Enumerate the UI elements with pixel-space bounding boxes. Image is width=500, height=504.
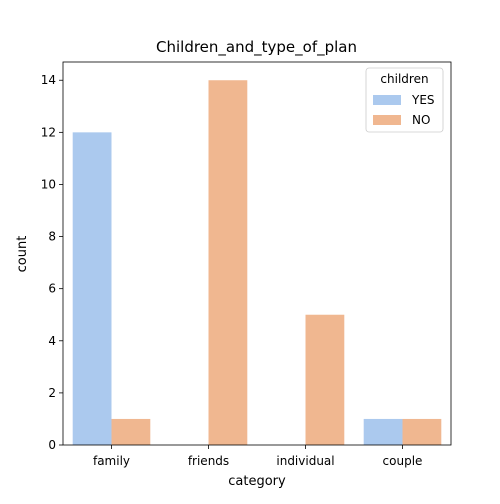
legend-label-yes: YES <box>411 93 435 107</box>
y-tick-label: 6 <box>48 282 56 296</box>
legend: children YES NO <box>365 67 444 133</box>
legend-swatch-yes <box>373 95 401 105</box>
y-tick-label: 2 <box>48 386 56 400</box>
bars-group <box>72 80 442 446</box>
y-tick-label: 0 <box>48 438 56 452</box>
bar-individual-no <box>305 314 345 445</box>
chart-title: Children_and_type_of_plan <box>156 38 357 57</box>
x-axis-ticks: family friends individual couple <box>93 445 422 468</box>
y-tick-label: 14 <box>41 73 56 87</box>
bar-family-yes <box>72 132 112 446</box>
x-tick-label: friends <box>188 454 229 468</box>
y-axis-ticks: 0 2 4 6 8 10 12 14 <box>41 73 63 452</box>
bar-friends-no <box>208 80 248 445</box>
y-tick-label: 10 <box>41 177 56 191</box>
legend-label-no: NO <box>412 113 430 127</box>
x-tick-label: individual <box>276 454 334 468</box>
legend-swatch-no <box>373 115 401 125</box>
legend-title: children <box>380 72 428 86</box>
plot-frame <box>62 61 452 446</box>
y-tick-label: 12 <box>41 125 56 139</box>
y-tick-label: 8 <box>48 230 56 244</box>
x-tick-label: family <box>93 454 130 468</box>
bar-family-no <box>111 418 151 445</box>
x-tick-label: couple <box>383 454 423 468</box>
y-tick-label: 4 <box>48 334 56 348</box>
x-axis-label: category <box>228 474 286 489</box>
y-axis-label: count <box>15 236 30 273</box>
bar-couple-yes <box>363 418 403 445</box>
bar-couple-no <box>402 418 442 445</box>
